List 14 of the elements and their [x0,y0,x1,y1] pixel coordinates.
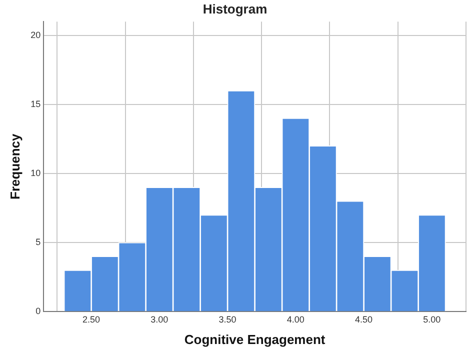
x-tick-label: 4.00 [286,314,304,324]
y-tick-label: 5 [36,237,41,248]
x-tick-label: 3.50 [218,314,236,324]
x-tick-label: 4.50 [355,314,373,324]
y-tick-label: 15 [30,98,41,109]
x-tick-label: 3.00 [150,314,168,324]
x-tick-label: 5.00 [423,314,441,324]
chart-title: Histogram [202,1,268,16]
x-axis-title: Cognitive Engagement [184,332,326,347]
x-tick-label: 2.50 [82,314,100,324]
y-tick-label: 0 [36,306,41,316]
y-tick-label: 20 [30,30,41,40]
y-axis-title: Frequency [7,132,22,200]
y-tick-label: 10 [30,168,41,178]
